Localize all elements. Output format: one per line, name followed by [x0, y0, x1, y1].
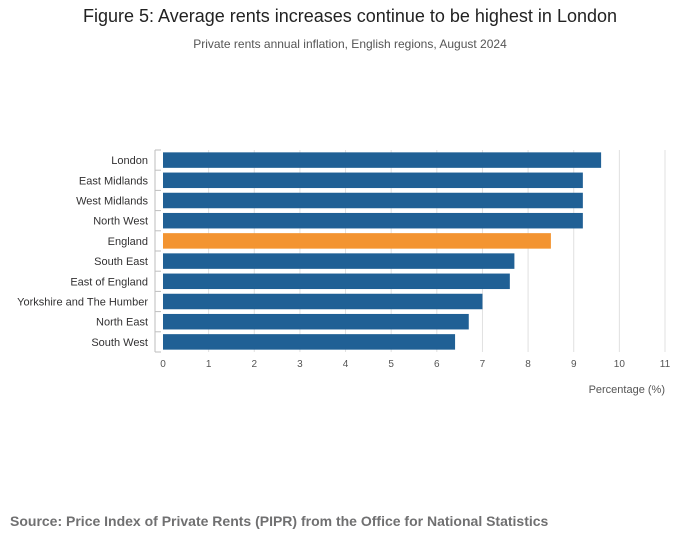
x-tick-label: 11 — [660, 359, 671, 370]
chart-title: Figure 5: Average rents increases contin… — [82, 6, 618, 26]
chart-subtitle: Private rents annual inflation, English … — [193, 37, 507, 51]
x-tick-label: 9 — [571, 359, 577, 370]
x-tick-label: 10 — [614, 359, 626, 370]
bar-south-west — [163, 334, 456, 350]
bar-east-of-england — [163, 273, 510, 290]
category-label: East of England — [70, 276, 148, 288]
category-label: England — [108, 236, 148, 248]
category-label: North East — [96, 317, 148, 329]
bar-east-midlands — [163, 172, 583, 189]
x-tick-label: 2 — [251, 359, 257, 370]
source-note: Source: Price Index of Private Rents (PI… — [10, 513, 549, 529]
category-label: Yorkshire and The Humber — [17, 297, 148, 309]
bar-north-east — [163, 313, 469, 330]
x-tick-label: 0 — [160, 359, 166, 370]
bar-yorkshire-and-the-humber — [163, 293, 483, 310]
bar-north-west — [163, 212, 583, 229]
bar-london — [163, 152, 602, 168]
category-label: South East — [94, 256, 148, 268]
x-axis-label: Percentage (%) — [589, 384, 665, 396]
x-tick-label: 8 — [525, 359, 531, 370]
category-label: East Midlands — [79, 175, 149, 187]
bar-west-midlands — [163, 192, 583, 209]
x-tick-label: 3 — [297, 359, 303, 370]
bar-south-east — [163, 253, 515, 269]
x-tick-label: 4 — [343, 359, 349, 370]
x-tick-label: 7 — [480, 359, 486, 370]
x-tick-label: 5 — [388, 359, 394, 370]
x-tick-label: 1 — [206, 359, 212, 370]
category-label: London — [111, 155, 148, 167]
category-label: West Midlands — [76, 196, 148, 208]
category-label: North West — [93, 216, 148, 228]
bar-england — [163, 233, 551, 249]
x-tick-label: 6 — [434, 359, 440, 370]
category-label: South West — [91, 337, 148, 349]
